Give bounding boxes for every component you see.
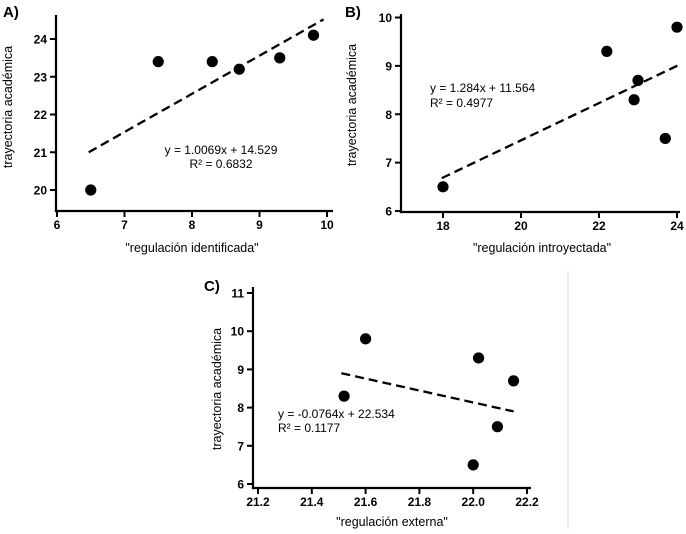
data-point xyxy=(659,132,671,145)
x-tick-label: 9 xyxy=(256,218,263,232)
y-tick-label: 22 xyxy=(34,108,48,122)
x-tick-label: 21.2 xyxy=(246,495,270,509)
y-tick-label: 10 xyxy=(231,325,245,339)
x-tick-label: 18 xyxy=(436,219,450,233)
y-axis-title-A: trayectoria académica xyxy=(1,46,15,168)
x-tick-label: 21.4 xyxy=(300,495,324,509)
x-axis-title-A: "regulación identificada" xyxy=(125,241,258,255)
x-tick-label: 22 xyxy=(592,219,606,233)
y-tick-label: 11 xyxy=(231,287,244,301)
y-tick-label: 6 xyxy=(237,478,244,492)
panel-label-A: A) xyxy=(3,4,19,21)
r-squared-A: R² = 0.6832 xyxy=(189,157,252,171)
trend-line xyxy=(341,372,514,413)
data-point xyxy=(671,21,683,33)
y-tick-label: 9 xyxy=(237,363,244,377)
data-point xyxy=(437,181,449,193)
y-tick-label: 8 xyxy=(385,108,392,122)
data-point xyxy=(632,74,644,86)
scatter-panel-A: A) trayectoria académica "regulación ide… xyxy=(1,4,334,255)
y-tick-label: 20 xyxy=(34,184,48,198)
faint-divider-line xyxy=(567,271,569,529)
x-tick-label: 7 xyxy=(121,218,128,232)
y-tick-label: 7 xyxy=(385,156,392,170)
data-point xyxy=(307,29,320,41)
data-point xyxy=(152,56,164,68)
y-tick-label: 10 xyxy=(379,11,393,25)
data-point xyxy=(601,45,613,57)
data-point xyxy=(360,333,372,345)
y-tick-label: 7 xyxy=(237,439,244,453)
r-squared-B: R² = 0.4977 xyxy=(430,96,493,110)
plot-area-C: 6 7 8 9 10 11 21.2 21.4 21.6 21.8 22.0 22.2 xyxy=(231,287,539,510)
panel-label-C: C) xyxy=(204,278,220,295)
scatter-panel-C: C) trayectoria académica "regulación ext… xyxy=(204,278,539,529)
data-point xyxy=(507,375,520,387)
x-axis-title-B: "regulación introyectada" xyxy=(473,241,611,255)
x-tick-label: 8 xyxy=(189,218,196,232)
y-axis-title-B: trayectoria académica xyxy=(345,44,359,166)
scatter-panel-B: B) trayectoria académica "regulación int… xyxy=(345,4,684,255)
x-tick-label: 21.6 xyxy=(354,495,378,509)
y-tick-label: 9 xyxy=(385,59,392,73)
y-tick-label: 6 xyxy=(385,205,392,219)
equation-A: y = 1.0069x + 14.529 xyxy=(165,143,278,157)
data-point xyxy=(467,459,479,471)
y-tick-label: 24 xyxy=(34,33,48,47)
data-point xyxy=(233,63,245,75)
data-point xyxy=(274,52,286,64)
x-tick-label: 20 xyxy=(514,219,528,233)
y-axis-title-C: trayectoria académica xyxy=(210,328,224,450)
equation-B: y = 1.284x + 11.564 xyxy=(430,81,536,95)
x-tick-label: 6 xyxy=(54,218,61,232)
data-point xyxy=(491,421,504,433)
x-tick-label: 10 xyxy=(320,218,334,232)
data-point xyxy=(338,390,350,402)
y-tick-label: 8 xyxy=(237,401,244,415)
r-squared-C: R² = 0.1177 xyxy=(278,421,340,435)
equation-C: y = -0.0764x + 22.534 xyxy=(278,407,395,421)
plot-area-A: 20 21 22 23 24 6 7 8 9 10 xyxy=(34,15,334,232)
data-point xyxy=(206,56,218,68)
panel-label-B: B) xyxy=(345,4,361,21)
data-point xyxy=(628,94,640,106)
y-tick-label: 21 xyxy=(34,146,48,160)
plot-area-B: 6 7 8 9 10 18 20 22 24 xyxy=(379,11,684,233)
x-tick-label: 24 xyxy=(670,219,684,233)
x-axis-title-C: "regulación externa" xyxy=(336,515,448,529)
data-point xyxy=(85,184,97,196)
x-tick-label: 22.2 xyxy=(515,495,539,509)
y-tick-label: 23 xyxy=(34,70,48,84)
x-tick-label: 21.8 xyxy=(408,495,432,509)
trend-line xyxy=(88,18,325,154)
data-point xyxy=(472,352,485,364)
x-tick-label: 22.0 xyxy=(462,495,486,509)
